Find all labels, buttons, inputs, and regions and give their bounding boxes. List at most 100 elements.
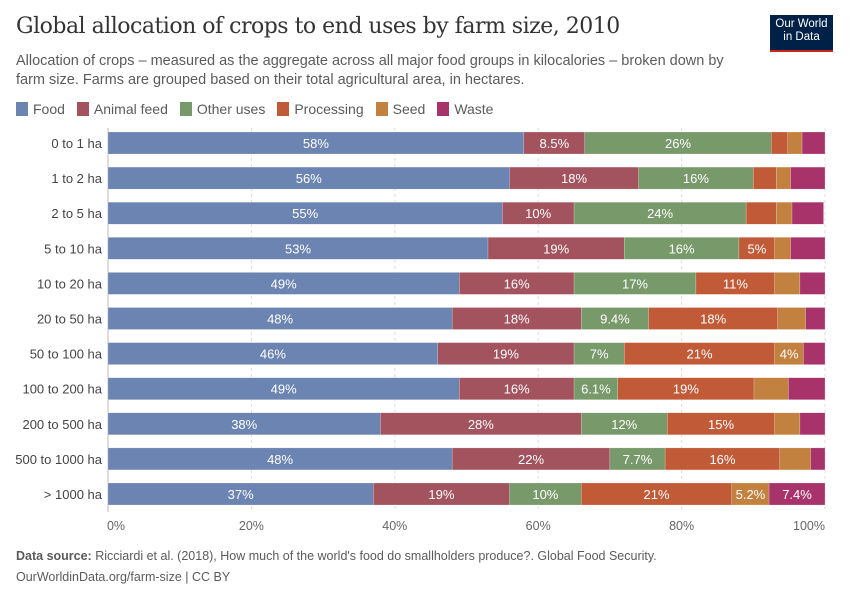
legend: Food Animal feed Other uses Processing Seed W… xyxy=(16,101,493,117)
legend-label: Animal feed xyxy=(93,101,168,117)
data-label: 24% xyxy=(647,206,673,221)
category-label: 100 to 200 ha xyxy=(22,382,102,397)
data-label: 19% xyxy=(543,241,569,256)
data-label: 46% xyxy=(260,347,286,362)
bar-segment xyxy=(799,412,826,435)
data-label: 17% xyxy=(622,276,648,291)
data-label: 7.7% xyxy=(623,452,653,467)
bar-segment xyxy=(753,166,777,190)
data-label: 49% xyxy=(271,382,297,397)
x-tick-label: 40% xyxy=(382,519,407,533)
bar-segment xyxy=(788,377,826,400)
data-label: 19% xyxy=(428,487,454,502)
data-label: 5% xyxy=(747,241,766,256)
data-label: 19% xyxy=(673,382,699,397)
data-label: 7.4% xyxy=(782,487,812,502)
category-label: 50 to 100 ha xyxy=(30,347,103,362)
data-label: 5.2% xyxy=(736,487,766,502)
legend-label: Processing xyxy=(294,101,364,117)
legend-item-food[interactable]: Food xyxy=(16,101,65,117)
legend-item-animal-feed[interactable]: Animal feed xyxy=(76,101,168,117)
data-label: 48% xyxy=(267,452,293,467)
bar-segment xyxy=(787,131,803,155)
bar-segment xyxy=(791,201,824,225)
category-label: 500 to 1000 ha xyxy=(15,452,103,467)
data-label: 18% xyxy=(700,312,726,327)
bar-segment xyxy=(753,377,789,400)
legend-swatch xyxy=(16,102,28,116)
stacked-bar-chart: 0% 20% 40% 60% 80% 100% 0 to 1 ha 58% 8.5% 26% 1 t… xyxy=(15,128,826,533)
legend-swatch xyxy=(375,102,388,116)
bar-segment xyxy=(779,447,811,471)
legend-item-waste[interactable]: Waste xyxy=(437,101,493,117)
bar-segment xyxy=(768,482,826,506)
data-label: 48% xyxy=(267,312,293,327)
data-label: 6.1% xyxy=(581,382,611,397)
legend-swatch xyxy=(277,102,290,116)
category-label: > 1000 ha xyxy=(44,487,103,502)
category-label: 0 to 1 ha xyxy=(51,136,102,151)
source-url[interactable]: OurWorldinData.org/farm-size | CC BY xyxy=(16,570,231,584)
data-label: 18% xyxy=(504,312,530,327)
category-label: 2 to 5 ha xyxy=(51,206,102,221)
data-label: 37% xyxy=(228,487,254,502)
bar-segment xyxy=(774,272,801,295)
bar-segment xyxy=(801,131,826,155)
legend-label: Seed xyxy=(392,101,426,117)
x-tick-label: 60% xyxy=(526,519,551,533)
chart-title: Global allocation of crops to end uses b… xyxy=(16,14,620,39)
source-text: Ricciardi et al. (2018), How much of the… xyxy=(91,549,657,563)
data-label: 38% xyxy=(231,417,257,432)
legend-swatch xyxy=(437,102,450,116)
data-source: Data source: Ricciardi et al. (2018), Ho… xyxy=(16,549,657,563)
legend-swatch xyxy=(76,102,89,116)
legend-label: Other uses xyxy=(196,101,266,117)
chart-subtitle: Allocation of crops – measured as the ag… xyxy=(16,53,724,88)
data-label: 53% xyxy=(285,241,311,256)
bar-segment xyxy=(774,412,801,435)
x-tick-label: 100% xyxy=(793,519,825,533)
bar-segment xyxy=(799,272,826,295)
owid-logo[interactable]: Our World in Data xyxy=(770,15,833,52)
data-label: 7% xyxy=(590,347,609,362)
bar-segment xyxy=(777,307,806,330)
data-label: 16% xyxy=(504,276,530,291)
bar-segment xyxy=(745,201,777,225)
bar-segment xyxy=(776,166,791,190)
category-label: 200 to 500 ha xyxy=(22,417,102,432)
data-label: 16% xyxy=(669,241,695,256)
x-tick-label: 20% xyxy=(239,519,264,533)
legend-item-seed[interactable]: Seed xyxy=(375,101,426,117)
category-label: 10 to 20 ha xyxy=(37,276,103,291)
data-label: 9.4% xyxy=(600,312,630,327)
bar-segment xyxy=(771,131,788,155)
bar-segment xyxy=(805,307,826,330)
category-label: 1 to 2 ha xyxy=(51,171,102,186)
data-label: 16% xyxy=(683,171,709,186)
bar-segment xyxy=(774,237,791,260)
category-label: 5 to 10 ha xyxy=(44,241,103,256)
legend-label: Waste xyxy=(454,101,494,117)
bar-segment xyxy=(790,166,826,190)
bar-segment xyxy=(810,447,826,471)
data-label: 8.5% xyxy=(540,136,570,151)
bar-segment xyxy=(803,342,826,365)
data-label: 19% xyxy=(493,347,519,362)
legend-item-other-uses[interactable]: Other uses xyxy=(179,101,266,117)
data-label: 10% xyxy=(532,487,558,502)
data-label: 22% xyxy=(518,452,544,467)
source-label: Data source: xyxy=(16,549,92,563)
data-label: 11% xyxy=(723,276,748,291)
legend-label: Food xyxy=(33,101,65,117)
data-label: 10% xyxy=(525,206,551,221)
data-label: 4% xyxy=(780,347,799,362)
data-label: 49% xyxy=(271,276,297,291)
bar-segment xyxy=(790,237,826,260)
x-tick-label: 0% xyxy=(107,519,125,533)
legend-item-processing[interactable]: Processing xyxy=(277,101,364,117)
data-label: 28% xyxy=(468,417,494,432)
data-label: 26% xyxy=(665,136,691,151)
data-label: 15% xyxy=(708,417,734,432)
data-label: 16% xyxy=(504,382,530,397)
